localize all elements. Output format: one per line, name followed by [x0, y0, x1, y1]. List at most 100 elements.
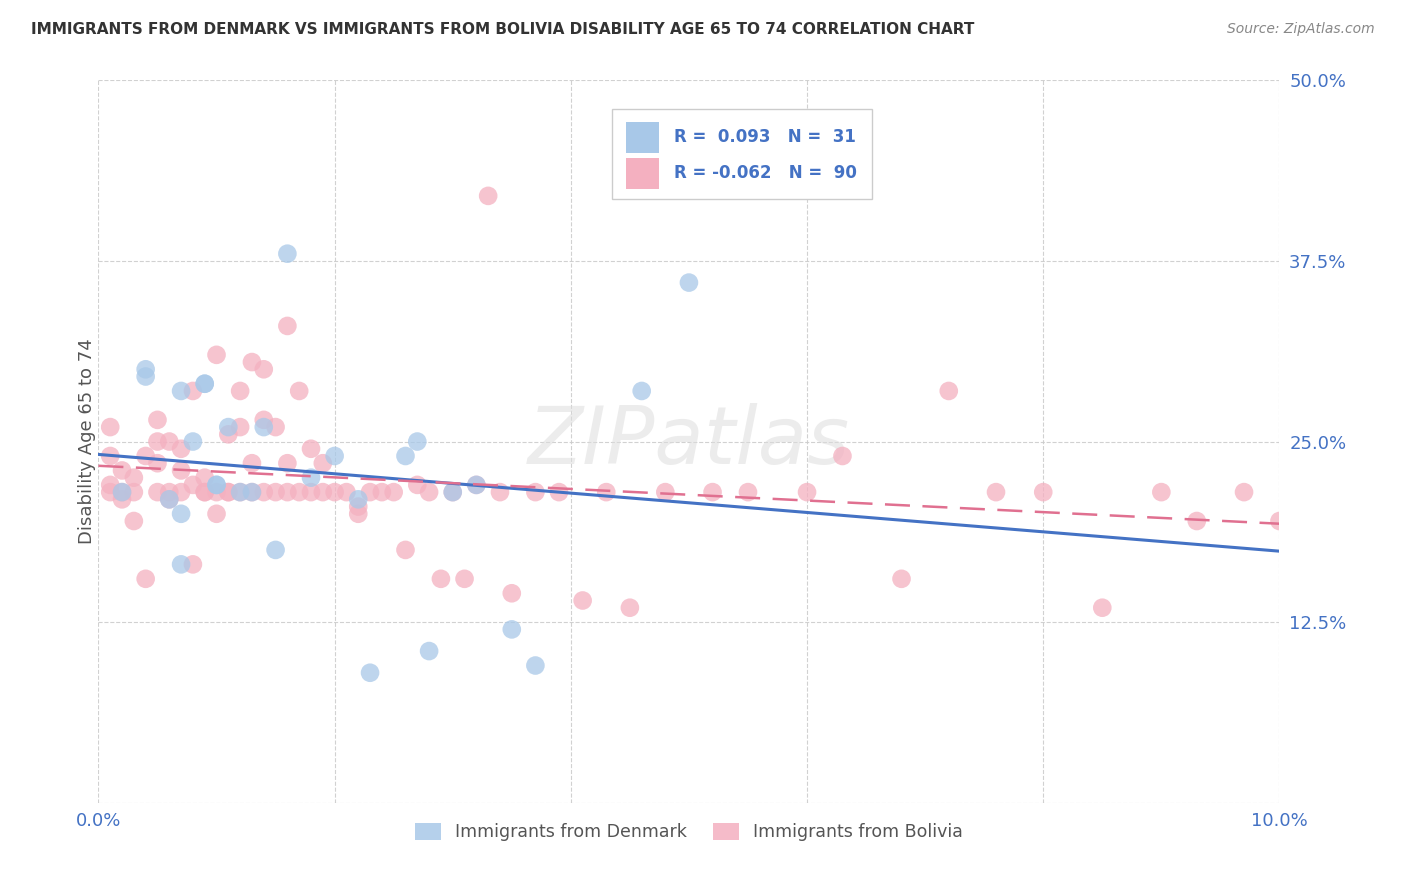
Point — [194, 485, 217, 500]
Point — [157, 492, 180, 507]
Point — [146, 413, 169, 427]
Point — [194, 376, 217, 391]
Point — [181, 478, 204, 492]
Point — [394, 542, 416, 557]
Point — [98, 485, 121, 500]
Point — [276, 246, 298, 260]
Point — [524, 658, 547, 673]
Point — [264, 542, 287, 557]
Point — [1233, 485, 1256, 500]
Point — [654, 485, 676, 500]
Point — [938, 384, 960, 398]
Point — [299, 470, 322, 484]
Point — [240, 485, 263, 500]
Point — [146, 485, 169, 500]
Point — [501, 586, 523, 600]
Point — [477, 189, 499, 203]
Point — [205, 478, 228, 492]
Point — [122, 470, 145, 484]
Point — [501, 623, 523, 637]
Point — [229, 485, 252, 500]
FancyBboxPatch shape — [612, 109, 872, 200]
Point — [229, 420, 252, 434]
Point — [890, 572, 912, 586]
Point — [157, 485, 180, 500]
Point — [335, 485, 357, 500]
Point — [194, 376, 217, 391]
Point — [796, 485, 818, 500]
Point — [430, 572, 453, 586]
Point — [264, 420, 287, 434]
Point — [194, 485, 217, 500]
Point — [465, 478, 488, 492]
Point — [205, 348, 228, 362]
Point — [489, 485, 512, 500]
Point — [217, 420, 239, 434]
Point — [217, 485, 239, 500]
Point — [359, 665, 381, 680]
Point — [240, 355, 263, 369]
Point — [288, 384, 311, 398]
Point — [157, 434, 180, 449]
Y-axis label: Disability Age 65 to 74: Disability Age 65 to 74 — [79, 339, 96, 544]
Text: R = -0.062   N =  90: R = -0.062 N = 90 — [673, 164, 856, 183]
Point — [194, 470, 217, 484]
Point — [347, 507, 370, 521]
Point — [406, 434, 429, 449]
Point — [135, 449, 157, 463]
Text: ZIPatlas: ZIPatlas — [527, 402, 851, 481]
Point — [122, 514, 145, 528]
Point — [299, 442, 322, 456]
Point — [253, 413, 276, 427]
Point — [217, 485, 239, 500]
Point — [276, 456, 298, 470]
Point — [347, 492, 370, 507]
Point — [205, 485, 228, 500]
Point — [205, 478, 228, 492]
Point — [181, 384, 204, 398]
Text: R =  0.093   N =  31: R = 0.093 N = 31 — [673, 128, 855, 146]
Point — [181, 558, 204, 572]
Point — [453, 572, 475, 586]
Point — [157, 492, 180, 507]
Point — [1150, 485, 1173, 500]
Point — [146, 434, 169, 449]
Point — [371, 485, 394, 500]
Point — [229, 384, 252, 398]
Point — [984, 485, 1007, 500]
Point — [288, 485, 311, 500]
Point — [240, 456, 263, 470]
FancyBboxPatch shape — [626, 122, 659, 153]
Point — [170, 485, 193, 500]
Point — [1032, 485, 1054, 500]
Point — [1268, 514, 1291, 528]
Point — [111, 485, 134, 500]
Point — [1185, 514, 1208, 528]
Point — [524, 485, 547, 500]
Point — [205, 507, 228, 521]
Point — [170, 507, 193, 521]
Point — [240, 485, 263, 500]
Point — [418, 485, 440, 500]
Point — [98, 478, 121, 492]
Point — [312, 485, 335, 500]
Point — [382, 485, 405, 500]
Point — [441, 485, 464, 500]
Point — [299, 485, 322, 500]
Point — [276, 318, 298, 333]
Point — [441, 485, 464, 500]
Point — [619, 600, 641, 615]
FancyBboxPatch shape — [626, 158, 659, 189]
Point — [571, 593, 593, 607]
Text: Source: ZipAtlas.com: Source: ZipAtlas.com — [1227, 22, 1375, 37]
Point — [465, 478, 488, 492]
Point — [359, 485, 381, 500]
Point — [111, 485, 134, 500]
Point — [630, 384, 652, 398]
Point — [737, 485, 759, 500]
Point — [170, 463, 193, 477]
Point — [135, 572, 157, 586]
Point — [276, 485, 298, 500]
Point — [548, 485, 571, 500]
Point — [98, 420, 121, 434]
